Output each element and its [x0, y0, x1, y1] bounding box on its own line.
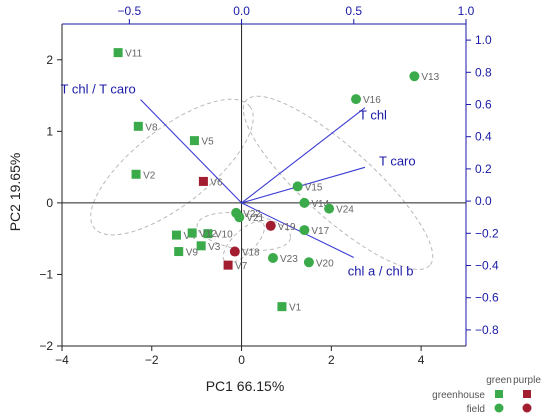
legend-row-field: field	[467, 404, 485, 415]
legend-header-green: green	[486, 375, 512, 386]
right-tick-label: 0.4	[475, 130, 492, 144]
point-label: V20	[316, 258, 334, 269]
data-points: V1V2V3V4V5V6V7V8V9V10V11V12V13V14V15V16V…	[113, 48, 440, 314]
loading-label: T chl	[359, 108, 387, 123]
data-point	[409, 71, 420, 82]
data-point	[303, 257, 314, 268]
point-label: V19	[278, 222, 296, 233]
loading-label: T caro	[379, 153, 416, 168]
x-tick-label: −2	[145, 353, 159, 367]
loading-vectors: T chl / T caro T chl T caro chl a / chl b	[61, 82, 416, 279]
data-point	[131, 169, 141, 179]
right-tick-label: 0.0	[475, 194, 492, 208]
point-label: V18	[242, 248, 260, 259]
loading-vector	[140, 99, 242, 204]
group-ellipses	[90, 95, 434, 270]
x-axis-label: PC1 66.15%	[206, 378, 285, 394]
data-point	[113, 48, 123, 58]
data-point	[231, 207, 242, 218]
group-ellipse-1	[90, 98, 254, 236]
point-label: V15	[305, 182, 323, 193]
point-label: V12	[199, 229, 217, 240]
point-label: V3	[208, 242, 221, 253]
y-tick-label: −1	[39, 267, 53, 281]
right-tick-label: −0.6	[475, 291, 499, 305]
y-tick-label: −2	[39, 339, 53, 353]
right-tick-label: 0.8	[475, 65, 492, 79]
y-axis-label: PC2 19.65%	[7, 153, 23, 232]
top-tick-label: 0.0	[233, 4, 250, 18]
y-tick-label: 1	[46, 124, 53, 138]
data-point	[351, 94, 362, 105]
data-point	[265, 220, 276, 231]
group-ellipse-4	[196, 212, 292, 251]
data-point	[187, 228, 197, 238]
point-label: V7	[235, 261, 248, 272]
y-tick-label: 2	[46, 53, 53, 67]
x-tick-label: 4	[418, 353, 425, 367]
legend: green purple greenhouse field	[432, 375, 541, 415]
point-label: V14	[311, 199, 329, 210]
x-tick-label: 0	[238, 353, 245, 367]
loading-vector	[241, 107, 366, 204]
data-point	[133, 121, 143, 131]
legend-marker-greenhouse-purple	[523, 390, 531, 398]
data-point	[292, 181, 303, 192]
point-label: V6	[210, 177, 223, 188]
point-label: V13	[421, 72, 439, 83]
legend-row-greenhouse: greenhouse	[432, 390, 485, 401]
point-label: V22	[243, 209, 261, 220]
data-point	[299, 197, 310, 208]
point-label: V16	[363, 95, 381, 106]
legend-marker-greenhouse-green	[495, 390, 503, 398]
point-label: V2	[143, 170, 156, 181]
point-label: V8	[145, 122, 158, 133]
data-point	[203, 229, 213, 239]
point-label: V5	[201, 137, 214, 148]
point-label: V9	[186, 248, 199, 259]
legend-marker-field-green	[494, 403, 504, 413]
data-point	[277, 302, 287, 312]
legend-header-purple: purple	[513, 375, 541, 386]
data-point	[229, 246, 240, 257]
loading-vector	[241, 166, 366, 204]
loading-vector	[241, 202, 355, 258]
point-label: V24	[336, 205, 354, 216]
right-tick-label: −0.2	[475, 226, 499, 240]
data-point	[189, 136, 199, 146]
loading-label: T chl / T caro	[61, 82, 136, 97]
x-tick-label: 2	[328, 353, 335, 367]
data-point	[198, 176, 208, 186]
data-point	[171, 230, 181, 240]
y-tick-label: 0	[46, 196, 53, 210]
right-tick-label: 0.2	[475, 162, 492, 176]
top-tick-label: −0.5	[117, 4, 141, 18]
point-label: V1	[289, 303, 302, 314]
point-label: V11	[125, 49, 142, 60]
point-label: V17	[311, 226, 329, 237]
right-tick-label: −0.8	[475, 323, 499, 337]
right-tick-label: 0.6	[475, 98, 492, 112]
top-tick-label: 0.5	[345, 4, 362, 18]
legend-marker-field-purple	[522, 403, 532, 413]
point-label: V21	[246, 213, 264, 224]
point-label: V23	[280, 254, 298, 265]
group-ellipse-3	[242, 95, 434, 270]
loading-label: chl a / chl b	[348, 263, 414, 278]
data-point	[223, 260, 233, 270]
x-tick-label: −4	[55, 353, 69, 367]
data-point	[299, 225, 310, 236]
right-tick-label: 1.0	[475, 33, 492, 47]
data-point	[196, 241, 206, 251]
point-label: V10	[215, 230, 233, 241]
data-point	[267, 252, 278, 263]
right-tick-label: −0.4	[475, 259, 499, 273]
data-point	[174, 247, 184, 257]
data-point	[324, 203, 335, 214]
top-tick-label: 1.0	[458, 4, 475, 18]
